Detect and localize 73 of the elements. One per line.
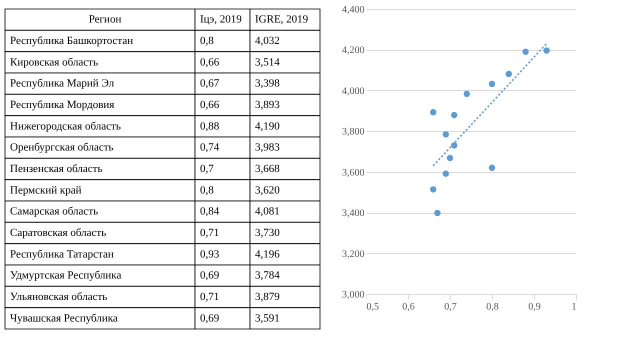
point [442,170,449,177]
data-label: 4,190 [255,120,280,132]
y-tick-label: 3,400 [342,208,364,220]
data-label: 3,730 [255,227,280,239]
data-label: 0,69 [200,312,220,324]
category-label: Ульяновская область [10,291,108,303]
category-label: Кировская область [10,56,98,68]
x-tick-label: 0,5 [366,302,379,312]
data-label: 4,032 [255,35,280,47]
category-label: Оренбургская область [10,142,114,154]
text: Регион [88,14,122,26]
y-tick-label: 4,000 [342,86,364,97]
point [543,47,550,54]
category-label: Республика Марий Эл [10,78,115,90]
data-label: 0,69 [200,270,220,282]
data-label: 0,67 [200,78,220,90]
x-tick-label: 0,8 [486,302,499,312]
data-label: 3,620 [255,184,280,196]
data-label: 3,514 [255,56,280,68]
legend-label: IGRE, 2019 [255,14,309,26]
point [434,210,441,216]
data-label: 0,8 [200,35,214,47]
point [442,131,449,138]
category-label: Пензенская область [10,163,102,175]
category-label: Саратовская область [10,227,106,239]
data-label: 3,879 [255,291,280,303]
data-label: 0,84 [200,206,220,218]
data-label: 0,88 [200,120,220,132]
category-label: Пермский край [10,184,82,196]
point [464,90,470,98]
data-label: 0,74 [200,142,220,154]
y-tick-label: 3,600 [342,167,364,178]
data-label: 3,784 [255,270,280,282]
data-label: 0,66 [200,99,220,111]
y-tick-label: 4,200 [342,45,364,56]
category-label: Удмуртская Республика [10,270,122,282]
point [451,112,458,118]
point [488,164,496,171]
data-label: 3,668 [255,163,280,175]
x-tick-label: 1 [572,302,576,312]
point [446,154,454,162]
y-tick-label: 3,200 [342,248,364,260]
data-label: 3,983 [255,142,280,154]
data-label: 3,591 [255,312,280,324]
data-label: 4,081 [255,206,280,218]
y-tick-label: 3,000 [342,290,364,300]
data-label: 3,893 [255,99,280,111]
category-label: Республика Татарстан [10,248,114,260]
category-label: Чувашская Республика [10,312,118,324]
data-label: 0,7 [200,163,214,175]
x-tick-label: 0,9 [528,302,541,312]
point [430,109,436,116]
series-label: Iцэ, 2019 [200,14,242,26]
point [522,48,529,55]
category-label: Республика Мордовия [10,99,114,111]
data-label: 0,71 [200,291,220,303]
category-label: Республика Башкортостан [10,35,134,47]
data-label: 0,8 [200,184,214,196]
point [430,186,436,193]
category-label: Самарская область [10,206,98,218]
point [506,70,512,78]
data-label: 0,66 [200,56,220,68]
x-tick-label: 0,6 [402,302,415,312]
data-label: 4,196 [255,248,280,260]
x-tick-label: 0,7 [444,302,457,312]
data-label: 0,71 [200,227,220,239]
data-label: 3,398 [255,78,280,90]
y-tick-label: 3,800 [342,126,364,138]
category-label: Нижегородская область [10,120,121,132]
data-label: 0,93 [200,248,220,260]
point [451,142,458,149]
y-tick-label: 4,400 [342,4,364,16]
point [488,80,496,88]
